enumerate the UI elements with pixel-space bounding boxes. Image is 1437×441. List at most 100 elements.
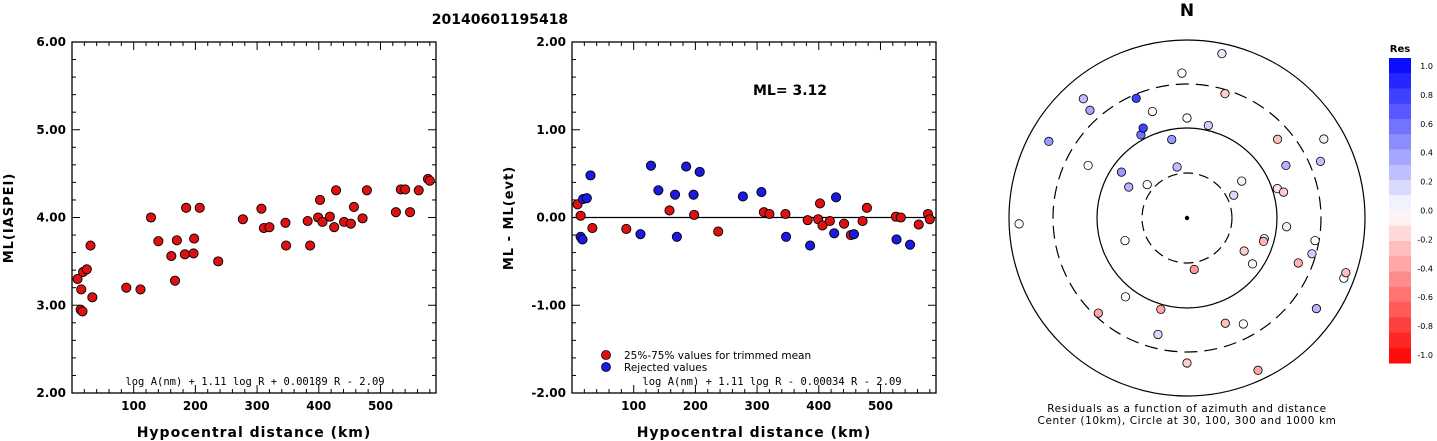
ml-distance-point-red: [390, 207, 401, 218]
station-markers: [1014, 49, 1351, 375]
station-marker: [1278, 187, 1289, 197]
residual-distance-xtick-label: 400: [806, 399, 831, 413]
colorbar-swatch: [1389, 73, 1411, 89]
station-marker: [1272, 134, 1283, 144]
residual-distance-point-blue: [645, 160, 657, 171]
colorbar-tick-label: -0.4: [1417, 264, 1433, 273]
ml-distance-xtick-label: 300: [245, 399, 270, 413]
station-marker: [1238, 319, 1248, 329]
residual-distance-point-red: [802, 215, 813, 226]
residual-distance-point-blue: [669, 189, 681, 200]
station-marker: [1239, 246, 1249, 256]
ml-distance-point-red: [348, 201, 359, 213]
station-marker: [1282, 222, 1292, 232]
colorbar-tick-label: -0.6: [1417, 293, 1433, 302]
station-marker: [1182, 113, 1192, 123]
station-marker: [1220, 89, 1230, 99]
ml-distance-point-red: [302, 215, 313, 227]
station-marker: [1310, 235, 1320, 246]
ml-distance-xtick-label: 400: [306, 399, 331, 413]
ml-distance-xlabel: Hypocentral distance (km): [137, 425, 372, 441]
colorbar-swatch: [1389, 103, 1411, 120]
station-marker: [1083, 160, 1093, 171]
residual-distance-point-red: [689, 209, 700, 220]
residual-distance-point-red: [764, 208, 775, 220]
colorbar-swatches: [1389, 58, 1411, 364]
station-marker: [1138, 123, 1148, 133]
ml-distance-panel: 2.00 3.00 4.00 5.00 6.00 100 200 300 400 500 log …: [2, 35, 437, 441]
ml-distance-point-red: [213, 256, 224, 267]
station-marker: [1131, 93, 1141, 103]
ml-distance-point-red: [85, 240, 96, 251]
station-marker: [1341, 268, 1351, 278]
station-marker: [1237, 176, 1247, 186]
colorbar-swatch: [1389, 256, 1411, 272]
ml-distance-point-red: [194, 202, 205, 213]
station-marker: [1253, 365, 1263, 375]
colorbar-swatch: [1389, 210, 1411, 227]
station-marker: [1147, 106, 1157, 117]
legend-marker-trimmed: [601, 350, 611, 360]
residual-distance-xtick-label: 500: [868, 399, 893, 413]
legend-label-trimmed: 25%-75% values for trimmed mean: [624, 350, 811, 362]
residual-distance-ytick-label: -2.00: [531, 386, 566, 400]
colorbar-tick-label: 0.8: [1420, 91, 1433, 100]
ml-distance-point-red: [317, 216, 328, 227]
residual-distance-point-red: [621, 223, 632, 234]
station-marker: [1258, 236, 1269, 246]
residual-distance-point-blue: [681, 161, 692, 172]
residual-distance-point-blue: [688, 189, 699, 200]
residual-distance-point-blue: [694, 166, 705, 177]
colorbar-tick-label: 0.4: [1420, 149, 1433, 158]
colorbar-swatch: [1389, 241, 1411, 257]
station-marker: [1203, 120, 1213, 131]
ml-distance-point-red: [189, 233, 200, 244]
station-marker: [1247, 259, 1258, 269]
ml-distance-point-red: [361, 185, 372, 196]
residual-distance-point-red: [924, 214, 935, 225]
colorbar-tick-label: -1.0: [1417, 351, 1433, 360]
colorbar-swatch: [1389, 347, 1411, 364]
ml-distance-point-red: [77, 306, 88, 317]
colorbar-tick-label: 0.6: [1420, 120, 1433, 129]
station-marker: [1307, 249, 1317, 259]
station-marker: [1319, 134, 1329, 144]
ml-distance-point-red: [357, 213, 368, 224]
station-marker: [1120, 292, 1131, 302]
residual-distance-xtick-label: 300: [745, 399, 770, 413]
ml-distance-xtick-label: 200: [183, 399, 208, 413]
colorbar-swatch: [1389, 149, 1411, 166]
ml-distance-point-red: [329, 222, 340, 233]
residual-distance-xtick-label: 100: [621, 399, 646, 413]
colorbar-tick-label: -0.2: [1417, 235, 1433, 244]
ml-distance-ytick-label: 2.00: [36, 386, 66, 400]
ml-distance-point-red: [345, 218, 356, 229]
ml-distance-point-red: [400, 184, 411, 195]
ml-distance-ytick-label: 5.00: [36, 123, 66, 137]
ml-distance-plot-frame: [71, 41, 437, 394]
ml-distance-point-red: [169, 275, 181, 286]
ml-distance-point-red: [305, 240, 316, 251]
colorbar-swatch: [1389, 286, 1411, 303]
ml-distance-ylabel: ML(IASPEI): [2, 173, 17, 264]
ml-distance-point-red: [237, 214, 248, 225]
azimuth-map-panel: N Residuals as a function of azimuth and…: [1008, 1, 1366, 427]
residual-distance-point-blue: [831, 192, 842, 203]
ml-distance-point-red: [324, 211, 335, 222]
residual-distance-point-blue: [829, 228, 840, 239]
map-caption-line2: Center (10km), Circle at 30, 100, 300 an…: [1038, 415, 1337, 427]
colorbar-swatch: [1389, 332, 1411, 349]
residual-distance-point-blue: [737, 191, 748, 202]
ml-distance-point-red: [76, 284, 87, 295]
colorbar-swatch: [1389, 88, 1411, 105]
range-circle-30km: [1141, 172, 1233, 264]
residual-distance-point-blue: [577, 234, 588, 245]
residual-distance-point-blue: [635, 229, 646, 240]
ml-distance-xtick-label: 500: [368, 399, 393, 413]
ml-distance-point-red: [188, 248, 199, 259]
station-marker: [1229, 190, 1239, 200]
ml-distance-point-red: [87, 292, 98, 303]
station-marker: [1217, 49, 1227, 59]
residual-distance-point-red: [817, 220, 828, 231]
residual-colorbar: Res 1.0 0.8 0.6 0.4 0.2 0.0 -0.2 -0.4 -0.6 -0.8 -1…: [1389, 44, 1433, 364]
